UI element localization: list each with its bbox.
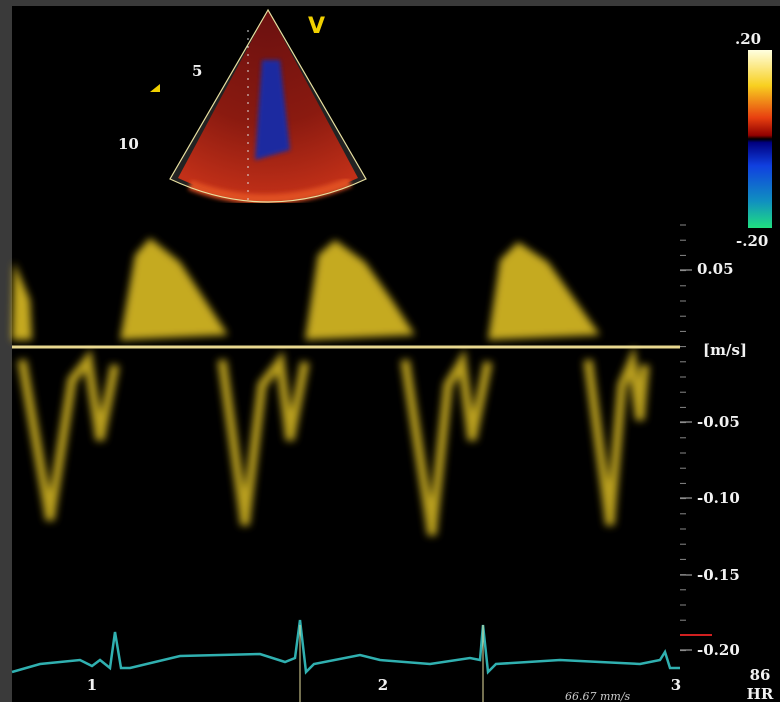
beat-label: 3 <box>671 676 681 694</box>
display-area <box>12 6 780 702</box>
color-scale-bottom: -.20 <box>736 232 768 250</box>
probe-marker: V <box>308 14 325 39</box>
beat-label: 2 <box>378 676 388 694</box>
heart-rate-value: 86 <box>750 666 771 684</box>
color-bar <box>748 50 772 228</box>
page: V 5 10 .20 -.20 0.05 [m/s] -0.05 -0.10 -… <box>0 0 780 702</box>
color-scale-top: .20 <box>735 30 761 48</box>
velocity-label: -0.10 <box>697 489 740 507</box>
velocity-unit: [m/s] <box>703 341 747 359</box>
sweep-speed: 66.67 mm/s <box>565 690 631 702</box>
beat-label: 1 <box>87 676 97 694</box>
velocity-label: -0.15 <box>697 566 740 584</box>
velocity-label: -0.05 <box>697 413 740 431</box>
depth-label: 5 <box>192 62 202 80</box>
ultrasound-screen: V 5 10 .20 -.20 0.05 [m/s] -0.05 -0.10 -… <box>0 0 780 702</box>
depth-label: 10 <box>118 135 139 153</box>
heart-rate-label: HR <box>747 685 774 702</box>
velocity-label: 0.05 <box>697 260 734 278</box>
velocity-label: -0.20 <box>697 641 740 659</box>
